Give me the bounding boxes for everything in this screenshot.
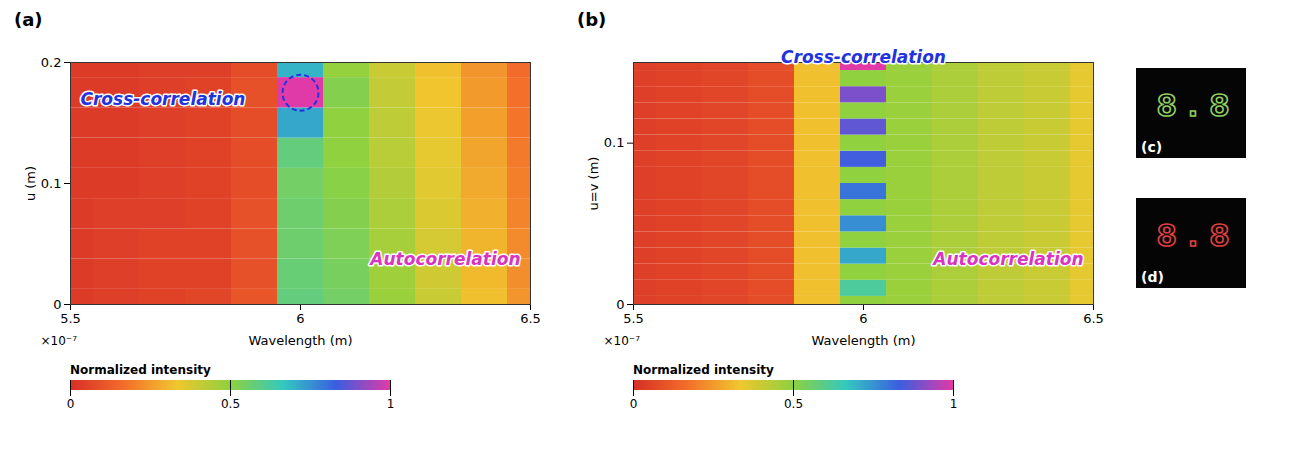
html-text:(a): (a)	[14, 9, 43, 30]
svg-text:0.1: 0.1	[41, 176, 62, 191]
svg-text:Wavelength (m): Wavelength (m)	[811, 333, 915, 348]
svg-text:6.5: 6.5	[520, 311, 541, 326]
svg-text:0: 0	[53, 297, 61, 312]
svg-text:(c): (c)	[1141, 139, 1162, 155]
svg-text:5.5: 5.5	[60, 311, 81, 326]
svg-text:0.5: 0.5	[784, 397, 803, 411]
svg-text:6.5: 6.5	[1083, 311, 1104, 326]
svg-text:0.2: 0.2	[41, 55, 62, 70]
svg-text:5.5: 5.5	[623, 311, 644, 326]
svg-text:0: 0	[630, 397, 638, 411]
svg-text:u=v (m): u=v (m)	[586, 157, 601, 211]
svg-text:8.8: 8.8	[1156, 218, 1235, 256]
html-text:(b): (b)	[577, 9, 607, 30]
svg-text:8.8: 8.8	[1156, 88, 1235, 126]
svg-text:Cross-correlation: Cross-correlation	[81, 89, 246, 109]
svg-text:Cross-correlation: Cross-correlation	[781, 47, 946, 67]
svg-text:1: 1	[950, 397, 958, 411]
svg-text:6: 6	[859, 311, 867, 326]
svg-text:×10⁻⁷: ×10⁻⁷	[604, 334, 641, 348]
svg-text:0: 0	[67, 397, 75, 411]
svg-text:0.5: 0.5	[221, 397, 240, 411]
svg-text:Autocorrelation: Autocorrelation	[368, 249, 520, 269]
svg-text:u (m): u (m)	[23, 166, 38, 201]
svg-text:Normalized intensity: Normalized intensity	[70, 363, 211, 377]
svg-text:1: 1	[387, 397, 395, 411]
svg-text:(d): (d)	[1141, 269, 1164, 285]
svg-text:×10⁻⁷: ×10⁻⁷	[41, 334, 78, 348]
svg-text:Wavelength (m): Wavelength (m)	[248, 333, 352, 348]
svg-text:0: 0	[616, 297, 624, 312]
svg-text:0.1: 0.1	[604, 135, 625, 150]
svg-text:Normalized intensity: Normalized intensity	[633, 363, 774, 377]
svg-text:6: 6	[296, 311, 304, 326]
svg-text:Autocorrelation: Autocorrelation	[931, 249, 1083, 269]
